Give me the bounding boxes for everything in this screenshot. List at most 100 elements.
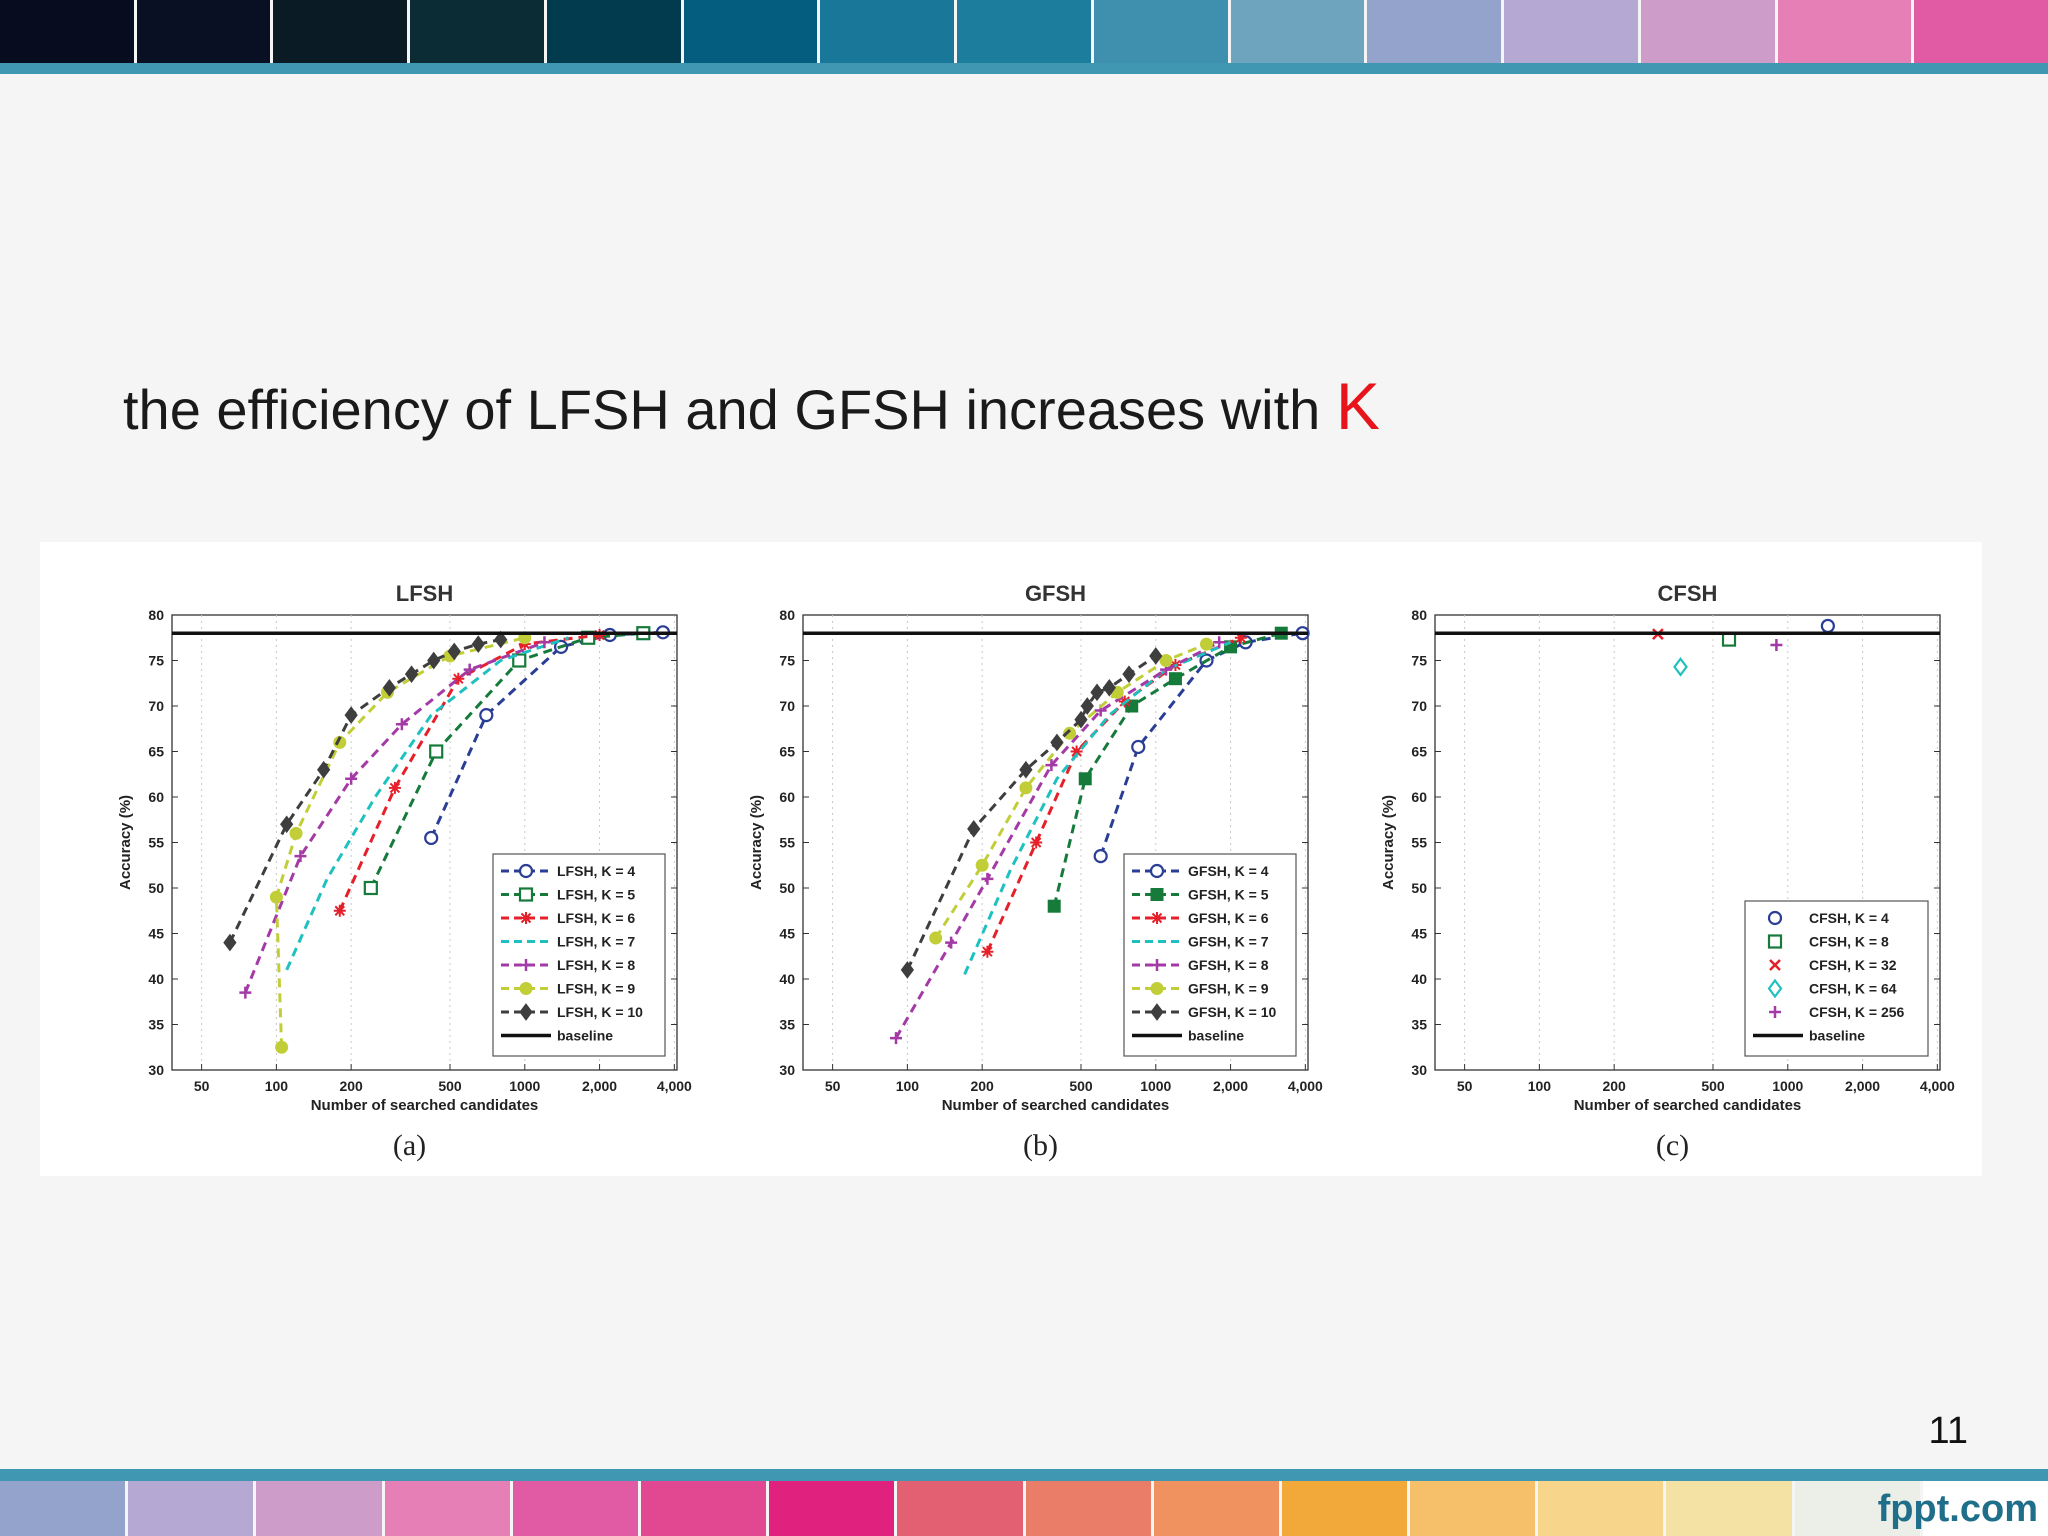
data-point: [479, 708, 494, 723]
x-tick-label: 100: [1528, 1078, 1552, 1094]
x-tick-label: 4,000: [1920, 1078, 1955, 1094]
headline-text: the efficiency of LFSH and GFSH increase…: [123, 378, 1336, 441]
y-tick-label: 60: [148, 789, 164, 805]
legend-swatch-marker: [1767, 910, 1783, 926]
x-tick-label: 50: [1457, 1078, 1473, 1094]
series-gfsh-k-4: [1093, 626, 1310, 864]
legend-entry: CFSH, K = 256: [1769, 1004, 1905, 1020]
legend-label: CFSH, K = 4: [1809, 910, 1889, 926]
data-point: [404, 665, 419, 683]
data-point: [363, 880, 378, 896]
legend-swatch-marker: [1767, 934, 1783, 949]
data-point: [1078, 772, 1092, 786]
series-lfsh-k-8: [239, 636, 551, 999]
legend-box: [1123, 853, 1297, 1057]
data-point: [382, 678, 396, 697]
y-tick-label: 40: [779, 971, 795, 987]
legend-label: baseline: [1809, 1028, 1865, 1044]
series-gfsh-k-5: [1047, 626, 1288, 913]
x-axis-label: Number of searched candidates: [311, 1097, 539, 1114]
y-tick-label: 70: [1411, 698, 1427, 714]
legend-entry: LFSH, K = 4: [501, 863, 635, 879]
data-point: [471, 635, 485, 653]
y-tick-label: 65: [779, 744, 795, 760]
legend-entry: LFSH, K = 9: [501, 981, 635, 997]
data-point: [1080, 697, 1094, 715]
x-tick-label: 500: [1069, 1078, 1093, 1094]
x-tick-label: 200: [970, 1078, 994, 1094]
legend-box: [492, 853, 666, 1057]
legend-label: LFSH, K = 7: [557, 934, 635, 950]
legend-entry: LFSH, K = 5: [501, 887, 635, 903]
legend: GFSH, K = 4 GFSH, K = 5 GFSH, K = 6 GFSH, K…: [1123, 853, 1297, 1057]
data-point: [945, 936, 958, 949]
legend-entry: CFSH, K = 64: [1767, 978, 1897, 999]
data-point: [1045, 759, 1058, 772]
series-cfsh-k-4: [1820, 618, 1835, 634]
legend-label: GFSH, K = 10: [1188, 1004, 1277, 1020]
legend-swatch-marker: [1151, 959, 1163, 971]
x-tick-label: 1000: [1140, 1078, 1171, 1094]
y-tick-label: 50: [148, 880, 164, 896]
data-point: [1030, 836, 1043, 849]
legend-label: GFSH, K = 7: [1188, 934, 1269, 950]
legend-entry: GFSH, K = 6: [1132, 910, 1269, 926]
bottom-strip-swatch-5: [512, 1481, 641, 1536]
y-tick-label: 65: [148, 744, 164, 760]
top-strip-swatch-12: [1504, 0, 1641, 63]
legend-swatch-marker: [1150, 1003, 1164, 1021]
bottom-color-strip: [0, 1481, 2048, 1536]
series-gfsh-k-10: [900, 647, 1163, 979]
data-point: [294, 850, 307, 863]
x-tick-label: 200: [1602, 1078, 1626, 1094]
legend-entry: LFSH, K = 10: [501, 1003, 643, 1021]
legend-swatch-marker: [1151, 912, 1163, 924]
legend-entry: CFSH, K = 8: [1767, 934, 1889, 950]
data-point: [1102, 678, 1116, 697]
legend-entry: baseline: [1132, 1028, 1244, 1044]
top-strip-swatch-4: [410, 0, 547, 63]
legend-swatch-marker: [520, 912, 532, 924]
legend-swatch-marker: [518, 887, 534, 902]
series-cfsh-k-64: [1673, 657, 1688, 677]
data-point: [593, 629, 606, 642]
data-point: [1090, 683, 1104, 702]
data-point: [1168, 672, 1182, 686]
legend-label: CFSH, K = 32: [1809, 957, 1897, 973]
series-cfsh-k-256: [1770, 639, 1783, 652]
series-cfsh-k-8: [1721, 632, 1737, 647]
x-tick-label: 50: [194, 1078, 210, 1094]
series-line: [243, 640, 546, 994]
y-tick-label: 50: [1411, 880, 1427, 896]
series-line: [1052, 631, 1282, 907]
y-tick-label: 75: [779, 653, 795, 669]
x-tick-label: 2,000: [1213, 1078, 1248, 1094]
data-point: [239, 986, 252, 999]
y-tick-label: 30: [779, 1062, 795, 1078]
data-point: [1074, 710, 1088, 729]
y-tick-label: 30: [1411, 1062, 1427, 1078]
y-axis-label: Accuracy (%): [748, 795, 765, 890]
data-point: [975, 858, 989, 872]
series-line: [963, 640, 1232, 976]
legend-label: CFSH, K = 64: [1809, 981, 1897, 997]
data-point: [280, 815, 294, 834]
data-point: [1673, 657, 1688, 677]
legend-label: GFSH, K = 6: [1188, 910, 1269, 926]
bottom-strip-swatch-12: [1410, 1481, 1539, 1536]
y-tick-label: 80: [148, 607, 164, 623]
top-strip-swatch-13: [1640, 0, 1778, 63]
data-point: [344, 706, 358, 724]
y-axis-label: Accuracy (%): [1380, 795, 1397, 890]
legend-swatch-marker: [1150, 982, 1164, 995]
y-axis-label: Accuracy (%): [117, 795, 134, 890]
series-gfsh-k-9: [929, 637, 1213, 945]
x-tick-label: 100: [265, 1078, 289, 1094]
series-line: [285, 636, 569, 971]
data-point: [223, 933, 237, 952]
bottom-strip-swatch-4: [384, 1481, 513, 1536]
figure-caption: (c): [1656, 1129, 1689, 1162]
y-tick-label: 35: [1411, 1017, 1427, 1033]
y-tick-label: 65: [1411, 744, 1427, 760]
data-point: [1019, 760, 1033, 779]
